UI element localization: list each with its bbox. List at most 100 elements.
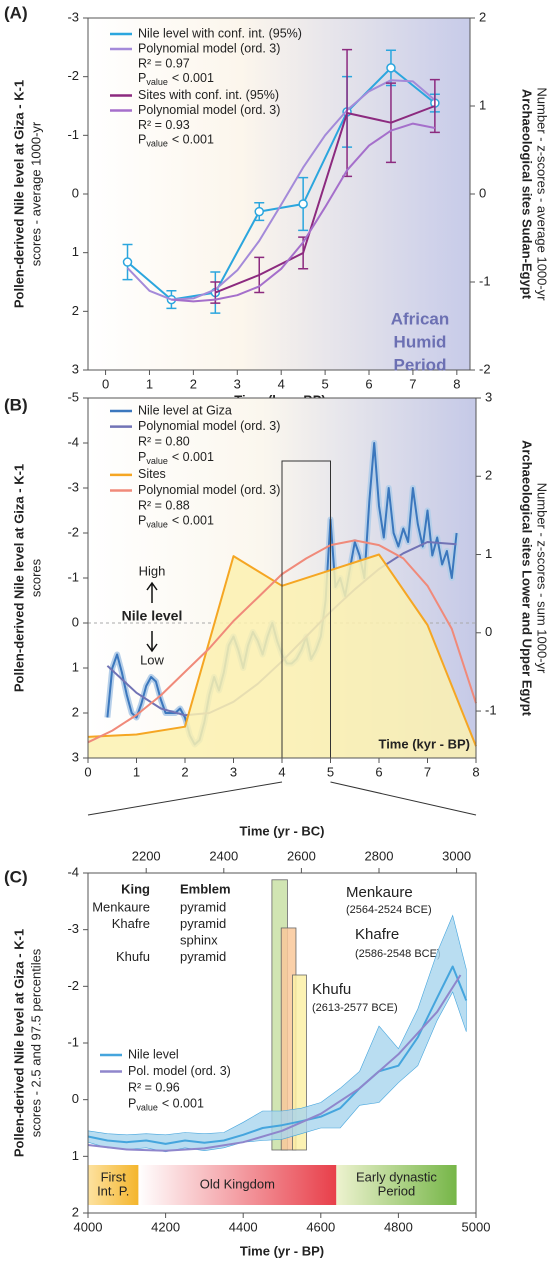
x-tick-label: 0 (102, 376, 109, 391)
x-tick-label: 5 (327, 764, 334, 779)
y-tick-label: 1 (72, 1148, 79, 1163)
legend-r2: R² = 0.88 (138, 498, 190, 512)
pyramid-bar (292, 974, 307, 1151)
legend-r2: R² = 0.80 (138, 434, 190, 448)
y-tick-label: -4 (67, 864, 79, 879)
x2-tick-label: 3000 (442, 848, 471, 863)
error-bar (429, 78, 440, 134)
legend-p-value-part: P (138, 71, 146, 85)
y-tick-label: 0 (72, 614, 79, 629)
y-tick-label: -2 (67, 524, 79, 539)
period-label: Early dynastic (356, 1169, 437, 1184)
king-emblem: pyramid (180, 916, 226, 931)
panel-label: (A) (4, 3, 28, 22)
x-tick-label: 4800 (384, 1219, 413, 1234)
legend-p-value-part: P (128, 1097, 136, 1111)
king-name: Khafre (112, 916, 150, 931)
king-emblem: pyramid (180, 899, 226, 914)
annotation: Low (140, 652, 164, 667)
legend-p-value-part: < 0.001 (172, 514, 214, 528)
legend-label: Sites with conf. int. (95%) (138, 88, 279, 102)
x-tick-label: 4 (278, 376, 285, 391)
legend-label: Nile level (128, 1047, 179, 1061)
y-tick-label: 2 (72, 704, 79, 719)
y2-tick-label: 1 (479, 97, 486, 112)
data-line (87, 965, 468, 1145)
error-bar (385, 82, 396, 164)
y2-axis-title: Archaeological sites Lower and Upper Egy… (520, 440, 535, 717)
y-axis-subtitle: scores - 2.5 and 97.5 percentiles (28, 948, 43, 1137)
period-label: First (101, 1169, 127, 1184)
plot-background (88, 18, 470, 370)
data-line (214, 105, 436, 294)
annotation: Period (394, 355, 447, 374)
y2-tick-label: -1 (485, 702, 497, 717)
annotation: African (391, 309, 450, 328)
pyramid-dates: (2586-2548 BCE) (355, 948, 441, 960)
legend-label: Polynomial model (ord. 3) (138, 419, 280, 433)
x2-axis-title: Time (yr - BC) (240, 823, 325, 838)
pyramid-dates: (2613-2577 BCE) (312, 1002, 398, 1014)
legend-label: Polynomial model (ord. 3) (138, 483, 280, 497)
zoom-connector (87, 781, 283, 816)
legend-r2: R² = 0.93 (138, 118, 190, 132)
y-tick-label: -1 (67, 127, 79, 142)
y-tick-label: 3 (72, 749, 79, 764)
y2-tick-label: 2 (485, 468, 492, 483)
x-tick-label: 2 (181, 764, 188, 779)
y-tick-label: 1 (72, 244, 79, 259)
y-axis-title: Pollen-derived Nile level at Giza - K-1 (11, 80, 26, 308)
legend-r2: R² = 0.96 (128, 1080, 180, 1094)
x-tick-label: 4400 (229, 1219, 258, 1234)
x-tick-label: 3 (230, 764, 237, 779)
x-tick-label: 5 (321, 376, 328, 391)
y2-axis-subtitle: Number - z-scores - sum 1000-yr (535, 483, 548, 674)
legend-p-value: Pvalue < 0.001 (128, 1097, 204, 1113)
pyramid-name: Menkaure (346, 884, 413, 901)
x-tick-label: 1 (146, 376, 153, 391)
x-tick-label: 8 (472, 764, 479, 779)
marker (298, 199, 308, 209)
legend-label: Sites (138, 467, 166, 481)
y-tick-label: -3 (67, 921, 79, 936)
period-label: Old Kingdom (200, 1176, 275, 1191)
annotation: High (139, 563, 166, 578)
legend-p-value-part: value (146, 456, 168, 466)
y-tick-label: -1 (67, 1034, 79, 1049)
y2-tick-label: 1 (485, 546, 492, 561)
legend-p-value: Pvalue < 0.001 (138, 71, 214, 87)
legend-label: Polynomial model (ord. 3) (138, 103, 280, 117)
y-axis-subtitle: scores - average 1000-yr (28, 121, 43, 266)
y-tick-label: -2 (67, 978, 79, 993)
king-emblem: sphinx (180, 932, 218, 947)
legend-p-value: Pvalue < 0.001 (138, 450, 214, 466)
legend-p-value-part: P (138, 133, 146, 147)
legend-p-value-part: value (146, 77, 168, 87)
x-tick-label: 2 (190, 376, 197, 391)
x-axis-title: Time (kyr - BP) (378, 736, 470, 751)
y2-tick-label: 2 (479, 9, 486, 24)
pyramid-name: Khufu (312, 981, 351, 998)
legend-p-value: Pvalue < 0.001 (138, 133, 214, 149)
legend-p-value-part: < 0.001 (162, 1097, 204, 1111)
y2-tick-label: -2 (479, 361, 491, 376)
x-tick-label: 5000 (462, 1219, 491, 1234)
y-tick-label: -2 (67, 68, 79, 83)
marker (254, 206, 264, 217)
y-axis-title: Pollen-derived Nile level at Giza - K-1 (11, 929, 26, 1157)
y-tick-label: -4 (67, 434, 79, 449)
period-label: Period (378, 1183, 416, 1198)
king-emblem: pyramid (180, 949, 226, 964)
x-tick-label: 6 (365, 376, 372, 391)
period-bar (88, 1165, 139, 1205)
y-tick-label: 0 (72, 1091, 79, 1106)
legend-label: Polynomial model (ord. 3) (138, 41, 280, 55)
legend-label: Pol. model (ord. 3) (128, 1064, 231, 1078)
x-axis-title: Time (yr - BP) (240, 1243, 324, 1258)
pyramid-dates: (2564-2524 BCE) (346, 904, 432, 916)
legend-p-value-part: value (146, 520, 168, 530)
panel-label: (C) (4, 867, 28, 886)
marker (122, 257, 133, 267)
legend-p-value-part: < 0.001 (172, 450, 214, 464)
